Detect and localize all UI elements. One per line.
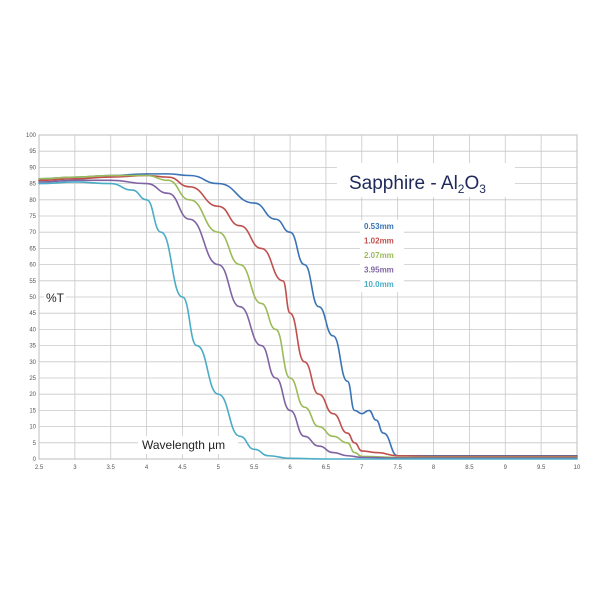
title-sub1: 2: [458, 182, 465, 196]
title-box: [337, 163, 515, 197]
y-tick-label: 100: [26, 133, 37, 139]
legend-item: 10.0mm: [364, 280, 394, 289]
y-tick-label: 30: [29, 360, 36, 366]
x-tick-label: 8: [432, 465, 436, 471]
series-line-1.02mm: [38, 174, 578, 458]
x-tick-label: 5.5: [250, 465, 259, 471]
x-tick-label: 6.5: [322, 465, 331, 471]
y-tick-label: 40: [29, 327, 36, 333]
y-tick-label: 90: [29, 165, 36, 171]
y-tick-label: 55: [29, 279, 36, 285]
y-tick-label: 95: [29, 149, 36, 155]
y-tick-labels: 0 5 10 15 20 25 30 35 40 45 50 55 60 65 70 75 80 85 90 95 10…: [26, 133, 37, 463]
legend: 0.53mm 1.02mm 2.07mm 3.95mm 10.0mm: [364, 222, 394, 289]
x-tick-label: 4: [145, 465, 149, 471]
chart-title: Sapphire - Al2O3: [349, 173, 486, 196]
legend-box: [360, 220, 404, 292]
x-tick-label: 7.5: [393, 465, 402, 471]
y-tick-label: 35: [29, 344, 36, 350]
series-line-0.53mm: [38, 173, 578, 457]
x-tick-label: 8.5: [465, 465, 474, 471]
x-tick-label: 3: [73, 465, 77, 471]
title-mid: O: [464, 173, 479, 194]
x-tick-label: 9: [504, 465, 508, 471]
y-tick-label: 85: [29, 182, 36, 188]
x-tick-label: 6: [288, 465, 292, 471]
legend-item: 1.02mm: [364, 237, 394, 246]
ylabel-box: [44, 290, 66, 306]
legend-item: 3.95mm: [364, 266, 394, 275]
x-tick-labels: 2.5 3 3.5 4 4.5 5 5.5 6 6.5 7 7.5 8 8.5 9 9.5 10: [35, 465, 581, 471]
xlabel-box: [138, 436, 238, 454]
legend-item: 2.07mm: [364, 251, 394, 260]
x-tick-label: 7: [360, 465, 364, 471]
y-tick-label: 0: [33, 457, 37, 463]
y-tick-label: 65: [29, 246, 36, 252]
y-tick-label: 60: [29, 263, 36, 269]
series-line-10.0mm: [38, 181, 578, 460]
y-tick-label: 10: [29, 425, 36, 431]
y-tick-label: 15: [29, 408, 36, 414]
y-tick-label: 20: [29, 392, 36, 398]
y-tick-label: 5: [33, 441, 37, 447]
y-tick-label: 25: [29, 376, 36, 382]
y-tick-label: 50: [29, 295, 36, 301]
x-axis-label: Wavelength µm: [142, 438, 225, 452]
series-line-3.95mm: [38, 179, 578, 459]
legend-item: 0.53mm: [364, 222, 394, 231]
y-tick-label: 80: [29, 198, 36, 204]
y-axis-label: %T: [46, 291, 65, 305]
x-tick-label: 2.5: [35, 465, 44, 471]
x-tick-label: 9.5: [537, 465, 546, 471]
grid: [38, 134, 578, 460]
title-sub2: 3: [479, 182, 486, 196]
x-tick-label: 4.5: [178, 465, 187, 471]
y-tick-label: 70: [29, 230, 36, 236]
y-tick-label: 45: [29, 311, 36, 317]
x-tick-label: 10: [574, 465, 581, 471]
x-tick-label: 3.5: [107, 465, 116, 471]
y-tick-label: 75: [29, 214, 36, 220]
series-lines: [38, 173, 578, 460]
title-main: Sapphire - Al: [349, 173, 458, 194]
x-tick-label: 5: [217, 465, 221, 471]
